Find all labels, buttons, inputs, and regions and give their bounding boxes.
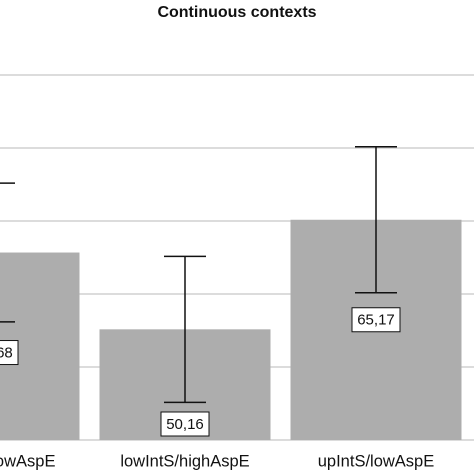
value-label-box <box>160 411 210 437</box>
error-bar <box>0 182 15 323</box>
x-tick-label: lowIntS/highAspE <box>120 452 249 470</box>
chart-title: Continuous contexts <box>157 4 316 21</box>
error-bar <box>164 255 206 404</box>
value-label: 60,68 <box>0 345 13 362</box>
value-label: 65,17 <box>357 312 395 329</box>
value-label: 50,16 <box>166 416 204 433</box>
value-label-box <box>351 307 401 333</box>
x-tick-label: upIntS/lowAspE <box>318 452 434 470</box>
value-label-box <box>0 340 19 366</box>
x-tick-label: lowIntS/lowAspE <box>0 452 55 470</box>
error-bar <box>355 146 397 294</box>
